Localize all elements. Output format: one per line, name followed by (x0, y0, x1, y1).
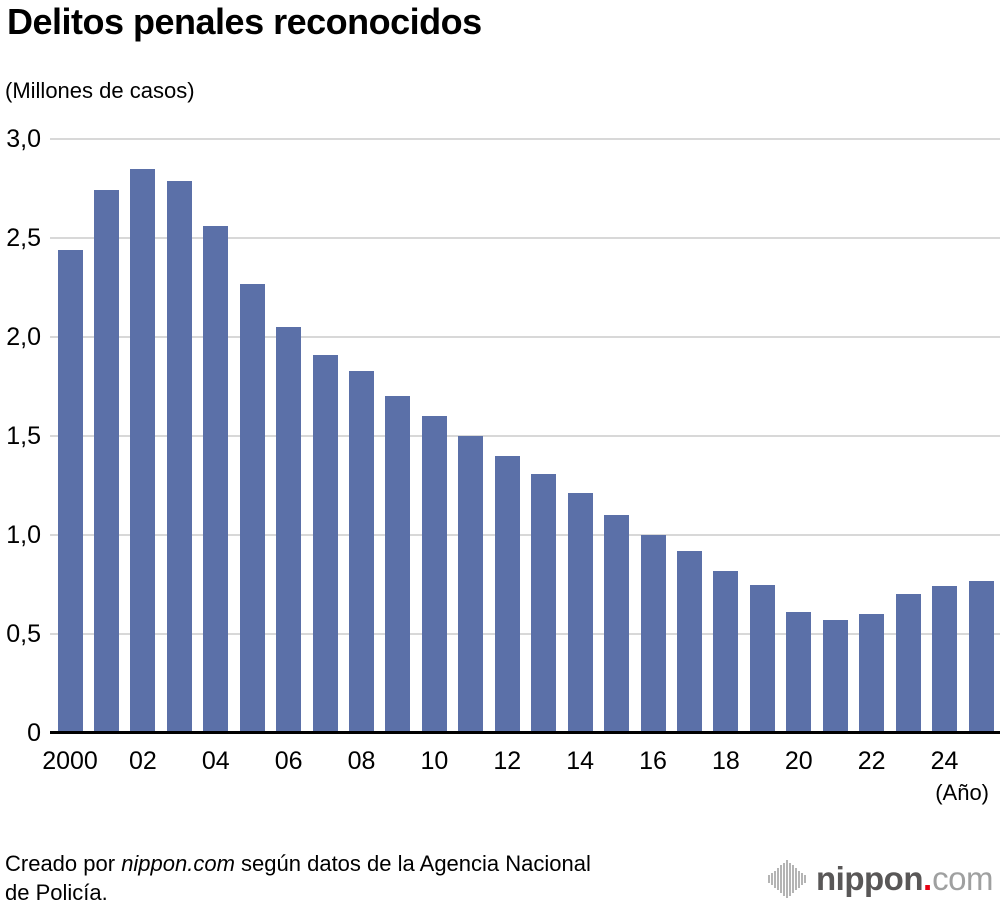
bar-2024 (932, 586, 958, 733)
gridline-0,5 (50, 633, 1000, 635)
x-tick-label-14: 14 (566, 747, 595, 775)
gridline-2,5 (50, 237, 1000, 239)
bar-2025 (968, 580, 994, 733)
x-tick-label-12: 12 (493, 747, 522, 775)
sound-wave-bars-icon (768, 858, 807, 900)
bar-2022 (859, 614, 885, 733)
x-axis-unit-label: (Año) (935, 780, 989, 805)
y-tick-label: 3,0 (6, 125, 41, 153)
gridline-3,0 (50, 138, 1000, 140)
bar-2014 (567, 493, 593, 733)
bar-2008 (349, 370, 375, 733)
x-tick-label-22: 22 (857, 747, 886, 775)
logo-red-dot: . (922, 860, 933, 897)
x-axis-line (50, 731, 1000, 734)
y-axis-unit-label: (Millones de casos) (5, 78, 195, 103)
x-tick-label-18: 18 (712, 747, 740, 775)
bar-2005 (239, 283, 265, 733)
logo-wordmark-nippon: nippon (816, 860, 923, 897)
bar-2019 (749, 584, 775, 733)
bar-2010 (421, 416, 447, 733)
y-tick-label: 0,5 (6, 620, 41, 648)
source-note-brand: nippon.com (121, 851, 235, 876)
bar-2001 (93, 190, 119, 733)
bar-2004 (203, 226, 229, 733)
x-tick-label-08: 08 (347, 747, 376, 775)
logo-wordmark-com: com (932, 860, 993, 897)
y-tick-label: 2,5 (6, 224, 41, 252)
bar-2006 (276, 327, 302, 733)
x-tick-label-20: 20 (784, 747, 813, 775)
x-tick-label-16: 16 (639, 747, 667, 775)
gridline-2,0 (50, 336, 1000, 338)
nippon-logo: nippon. com (768, 858, 993, 900)
bar-2023 (895, 594, 921, 733)
x-tick-label-24: 24 (930, 747, 959, 775)
source-note-prefix: Creado por (5, 851, 122, 876)
x-tick-label-04: 04 (201, 747, 230, 775)
x-tick-label-02: 02 (128, 747, 157, 775)
y-tick-label: 1,5 (6, 422, 41, 450)
x-tick-label-2000: 2000 (42, 747, 98, 775)
chart-title: Delitos penales reconocidos (7, 1, 482, 42)
bar-2007 (312, 354, 338, 733)
source-note-line2: de Policía. (5, 880, 108, 905)
y-tick-label: 2,0 (6, 323, 41, 351)
x-tick-label-10: 10 (420, 747, 449, 775)
bar-2021 (822, 620, 848, 733)
source-note-suffix: según datos de la Agencia Nacional (234, 851, 591, 876)
bar-2012 (494, 455, 520, 733)
bar-2013 (531, 473, 557, 733)
bar-2003 (166, 180, 192, 733)
bar-2000 (57, 249, 83, 733)
y-tick-label: 0 (27, 719, 41, 747)
gridline-1,0 (50, 534, 1000, 536)
bar-2020 (786, 612, 812, 733)
bar-2011 (458, 436, 484, 733)
y-tick-label: 1,0 (6, 521, 41, 549)
bar-2009 (385, 396, 411, 733)
source-note: Creado por nippon.com según datos de la … (5, 849, 591, 907)
bar-2017 (676, 550, 702, 733)
bar-2002 (130, 168, 156, 733)
bar-2018 (713, 570, 739, 733)
bar-2016 (640, 535, 666, 733)
bar-2015 (604, 515, 630, 733)
x-tick-label-06: 06 (274, 747, 303, 775)
gridline-1,5 (50, 435, 1000, 437)
